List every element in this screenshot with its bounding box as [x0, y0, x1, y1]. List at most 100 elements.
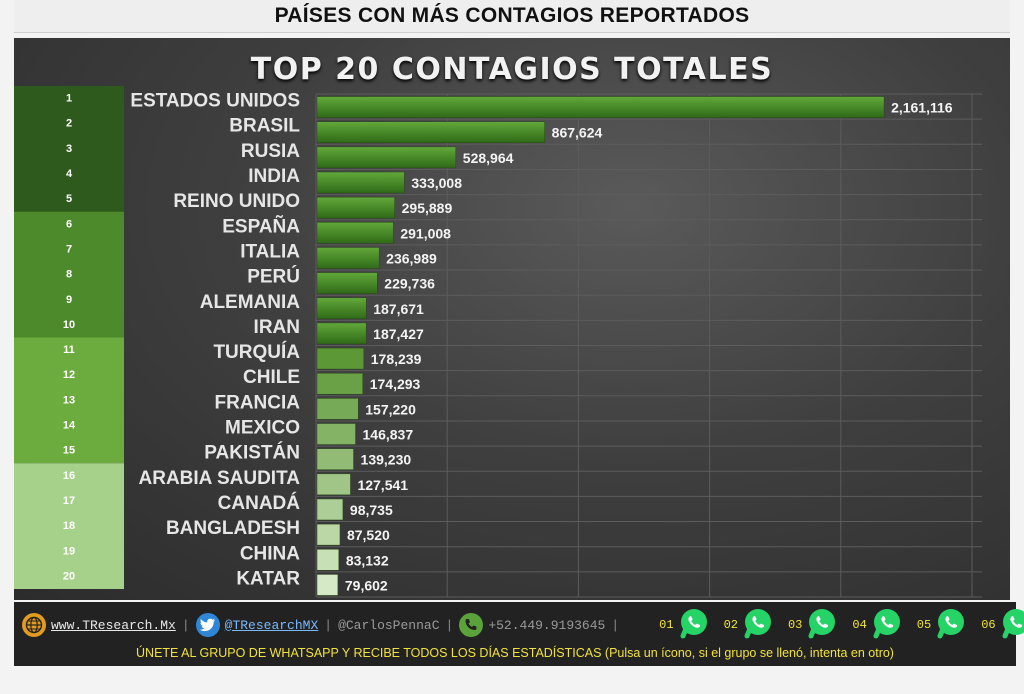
whatsapp-icon[interactable]	[678, 607, 710, 643]
value-label: 146,837	[363, 427, 414, 443]
country-label: BANGLADESH	[166, 518, 300, 539]
rank-number: 18	[63, 520, 75, 532]
value-label: 127,541	[357, 477, 408, 493]
chart-panel: 1 2 3 4 5 6 7 8 9 10 11 12 13 14 15 16 17 18 19 20 ESTADOS …	[14, 38, 1010, 600]
footer-bar: www.TResearch.Mx | @TResearchMX | @Carlo…	[14, 602, 1024, 666]
country-label: TURQUÍA	[213, 341, 300, 363]
country-label: KATAR	[236, 568, 300, 589]
country-label: CANADÁ	[218, 492, 301, 514]
bar-perú	[316, 272, 378, 294]
whatsapp-group-label: 06	[981, 618, 996, 632]
rank-tier-block	[14, 337, 124, 464]
country-label: ITALIA	[240, 241, 300, 262]
whatsapp-icon[interactable]	[806, 607, 838, 643]
value-label: 178,239	[371, 351, 422, 367]
whatsapp-group-01[interactable]: 01	[659, 607, 709, 643]
whatsapp-icon[interactable]	[742, 607, 774, 643]
whatsapp-group-04[interactable]: 04	[852, 607, 902, 643]
rank-number: 10	[63, 319, 75, 331]
country-label: PERÚ	[247, 266, 300, 288]
country-label: REINO UNIDO	[173, 191, 300, 212]
whatsapp-icon[interactable]	[871, 607, 903, 643]
country-label: CHILE	[243, 367, 300, 388]
value-label: 867,624	[552, 125, 603, 141]
whatsapp-icon[interactable]	[935, 607, 967, 643]
value-label: 333,008	[411, 175, 462, 191]
country-label: ALEMANIA	[200, 292, 301, 313]
whatsapp-group-label: 04	[852, 618, 867, 632]
bar-bangladesh	[316, 523, 341, 546]
value-label: 236,989	[386, 250, 437, 266]
rank-number: 4	[66, 168, 73, 180]
phone-icon[interactable]	[459, 613, 484, 637]
whatsapp-group-03[interactable]: 03	[788, 607, 838, 643]
phone-number[interactable]: +52.449.9193645	[488, 617, 606, 633]
bar-reino-unido	[316, 196, 395, 219]
rank-tier-block	[14, 86, 124, 220]
bar-brasil	[316, 121, 545, 143]
value-label: 139,230	[361, 452, 412, 468]
whatsapp-group-02[interactable]: 02	[724, 607, 774, 643]
country-label: ESPAÑA	[222, 215, 300, 237]
country-label: INDIA	[248, 166, 300, 187]
whatsapp-group-06[interactable]: 06	[981, 607, 1024, 643]
bar-katar	[316, 574, 339, 596]
chart-title: TOP 20 CONTAGIOS TOTALES	[250, 52, 774, 87]
separator: |	[324, 617, 333, 633]
bar-turquía	[316, 347, 365, 370]
bar-españa	[316, 222, 394, 244]
whatsapp-group-05[interactable]: 05	[917, 607, 967, 643]
value-label: 157,220	[365, 401, 416, 417]
value-label: 528,964	[463, 150, 514, 166]
country-label: ARABIA SAUDITA	[139, 468, 301, 489]
rank-number: 7	[66, 243, 72, 255]
twitter-icon[interactable]	[195, 613, 220, 637]
separator: |	[181, 617, 190, 633]
value-label: 229,736	[384, 276, 435, 292]
bar-pakistán	[316, 448, 354, 470]
country-label: BRASIL	[229, 116, 300, 137]
country-label: FRANCIA	[215, 392, 301, 413]
author-handle: @CarlosPennaC	[338, 617, 440, 633]
value-label: 187,427	[373, 326, 424, 342]
bar-francia	[316, 398, 359, 420]
value-label: 2,161,116	[891, 100, 953, 116]
bar-estados-unidos	[316, 96, 885, 118]
bar-india	[316, 171, 405, 194]
value-label: 98,735	[350, 502, 393, 518]
rank-number: 20	[63, 570, 75, 582]
country-label: IRAN	[254, 317, 300, 338]
rank-number: 3	[66, 143, 72, 155]
twitter-handle[interactable]: @TResearchMX	[224, 617, 319, 633]
website-link[interactable]: www.TResearch.Mx	[51, 617, 176, 633]
rank-number: 11	[63, 344, 75, 356]
rank-number: 13	[63, 394, 75, 406]
rank-number: 5	[66, 193, 72, 205]
country-label: RUSIA	[241, 141, 300, 162]
whatsapp-group-label: 01	[659, 618, 674, 632]
bar-arabia-saudita	[316, 473, 351, 496]
bar-alemania	[316, 297, 367, 320]
whatsapp-icon[interactable]	[1000, 607, 1024, 643]
rank-number: 6	[66, 218, 72, 230]
value-label: 174,293	[370, 376, 421, 392]
bar-iran	[316, 322, 367, 345]
rank-number: 1	[66, 93, 72, 105]
footer-links: www.TResearch.Mx | @TResearchMX | @Carlo…	[22, 607, 1024, 643]
whatsapp-group-label: 05	[916, 618, 932, 632]
bar-canadá	[316, 498, 344, 521]
country-label: PAKISTÁN	[204, 442, 300, 464]
rank-number: 14	[63, 420, 76, 432]
rank-number: 8	[66, 269, 72, 281]
footer-note: ÚNETE AL GRUPO DE WHATSAPP Y RECIBE TODO…	[136, 646, 894, 660]
rank-number: 16	[63, 470, 75, 482]
value-label: 83,132	[346, 552, 389, 568]
page-title: PAÍSES CON MÁS CONTAGIOS REPORTADOS	[274, 4, 750, 27]
country-label: ESTADOS UNIDOS	[130, 91, 300, 112]
bar-italia	[316, 247, 380, 269]
rank-tier-block	[14, 211, 124, 338]
value-label: 187,671	[373, 301, 424, 317]
globe-icon[interactable]	[22, 613, 46, 637]
value-label: 291,008	[400, 225, 451, 241]
